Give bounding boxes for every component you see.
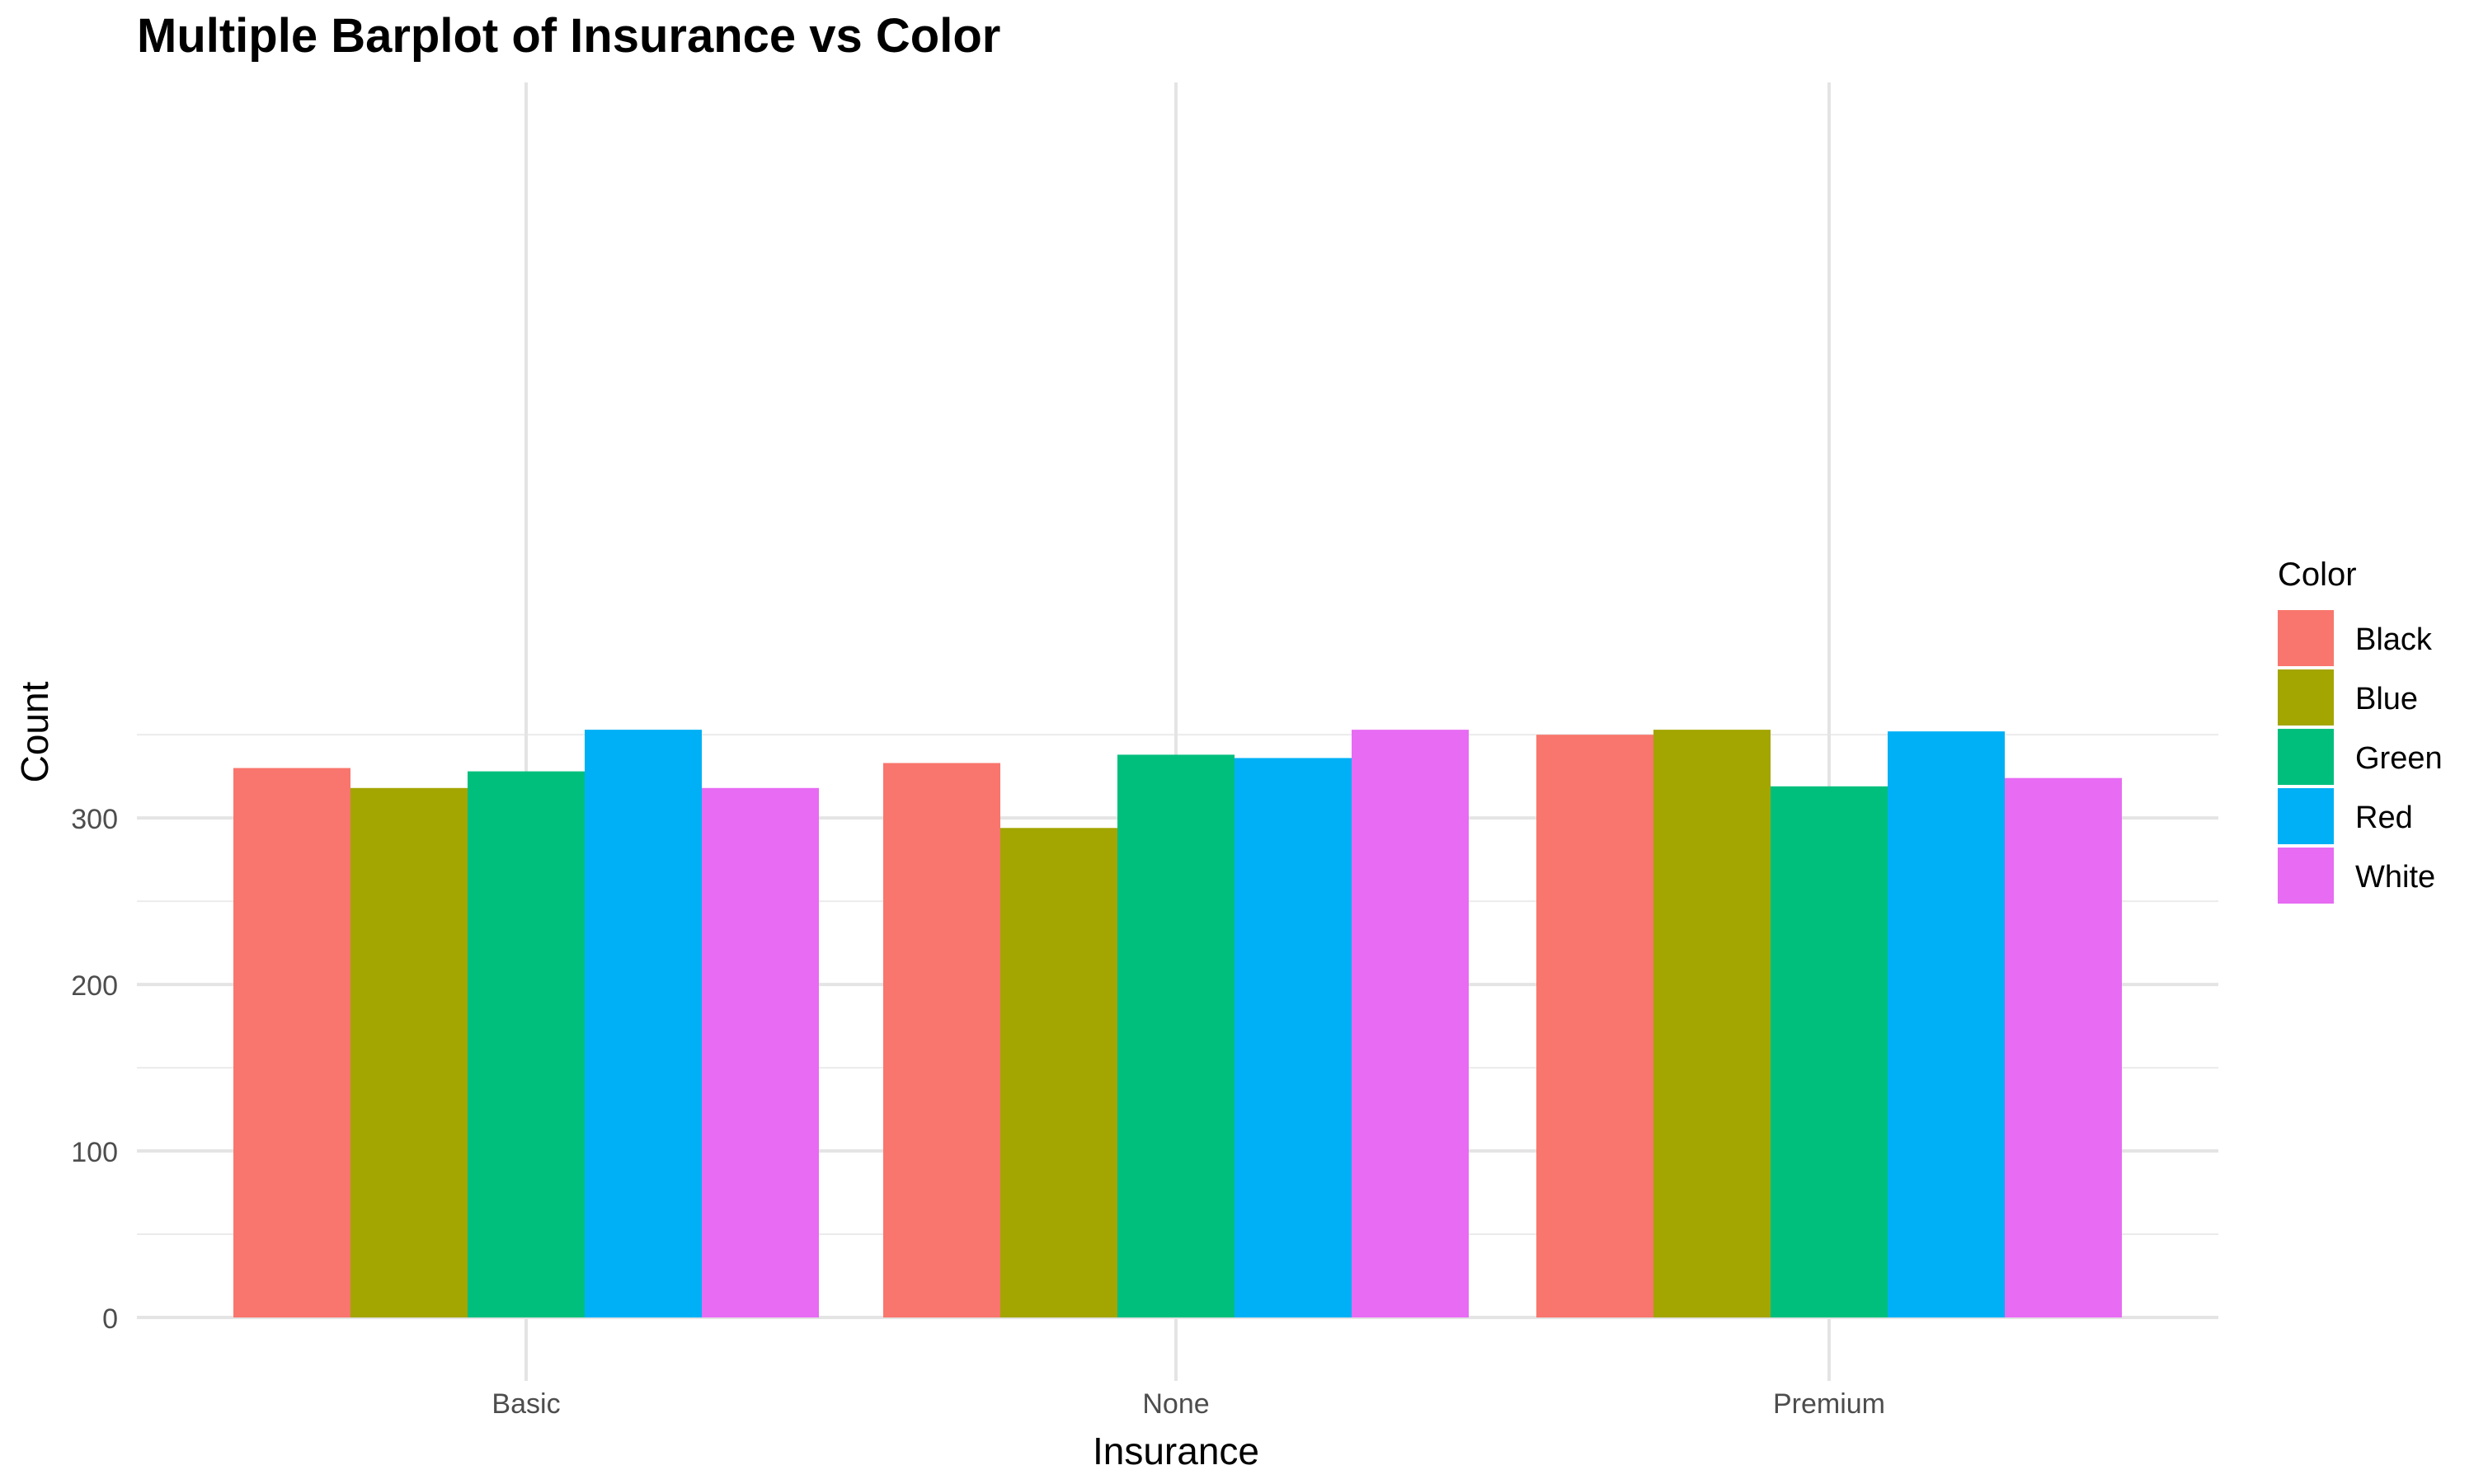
legend-key-green (2278, 729, 2334, 785)
legend-items: Black Blue Green Red White (2278, 610, 2443, 904)
bar-basic-green (468, 771, 585, 1317)
x-axis-ticks: Basic None Premium (492, 1388, 1885, 1420)
legend-label: Red (2355, 801, 2413, 835)
legend-key-black (2278, 610, 2334, 666)
legend-label: Black (2355, 622, 2433, 657)
bar-basic-black (233, 768, 350, 1317)
legend-label: Green (2355, 741, 2443, 776)
legend-title: Color (2278, 556, 2357, 593)
y-axis-ticks: 0 100 200 300 (71, 804, 118, 1335)
bar-premium-red (1888, 731, 2005, 1317)
bars (233, 730, 2122, 1317)
x-tick-label: Premium (1773, 1388, 1885, 1420)
bar-basic-red (585, 730, 702, 1317)
bar-premium-black (1536, 735, 1653, 1317)
bar-none-red (1235, 758, 1352, 1317)
legend-key-white (2278, 848, 2334, 904)
bar-basic-white (702, 787, 819, 1317)
chart-title: Multiple Barplot of Insurance vs Color (137, 9, 1000, 63)
y-axis-title: Count (13, 681, 56, 782)
y-tick-label: 100 (71, 1137, 118, 1168)
x-tick-label: None (1142, 1388, 1209, 1420)
bar-none-green (1117, 754, 1235, 1317)
legend: Color Black Blue Green Red White (2278, 556, 2443, 904)
y-tick-label: 0 (102, 1303, 118, 1335)
bar-premium-white (2005, 777, 2122, 1317)
legend-key-blue (2278, 669, 2334, 726)
bar-none-white (1352, 730, 1469, 1317)
y-tick-label: 300 (71, 804, 118, 835)
legend-label: White (2355, 860, 2435, 895)
y-tick-label: 200 (71, 970, 118, 1002)
bar-premium-green (1771, 786, 1888, 1317)
x-tick-label: Basic (492, 1388, 560, 1420)
bar-basic-blue (350, 787, 468, 1317)
bar-none-black (883, 763, 1000, 1317)
legend-label: Blue (2355, 682, 2418, 716)
bar-premium-blue (1653, 730, 1771, 1317)
legend-key-red (2278, 788, 2334, 844)
x-axis-title: Insurance (1093, 1430, 1259, 1472)
bar-none-blue (1000, 828, 1117, 1317)
